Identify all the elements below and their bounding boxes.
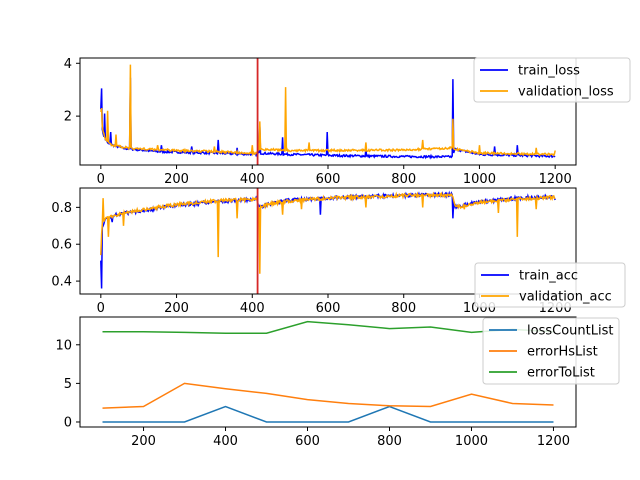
plot-area xyxy=(100,64,556,160)
x-tick-label: 400 xyxy=(240,172,265,187)
y-tick-label: 0 xyxy=(64,415,72,430)
legend-label: lossCountList xyxy=(527,324,613,339)
series-line-errorToList xyxy=(102,320,554,334)
legend-label: errorHsList xyxy=(527,345,598,360)
plot-area xyxy=(100,190,556,289)
panel-1: 0 200 400 600 800 1000 1200 2 4 xyxy=(64,57,577,187)
y-tick-label: 0.4 xyxy=(51,275,72,290)
legend-box xyxy=(474,262,626,308)
legend: lossCountList errorHsList errorToList xyxy=(482,317,620,385)
legend-box xyxy=(473,57,631,103)
x-tick-label: 800 xyxy=(391,172,416,187)
y-tick-label: 2 xyxy=(64,110,72,125)
x-tick-label: 0 xyxy=(97,301,105,316)
panel-3: 200 400 600 800 1000 1200 0 5 10 xyxy=(55,316,577,449)
series-line-lossCountList xyxy=(102,405,554,423)
x-tick-label: 0 xyxy=(97,172,105,187)
x-tick-label: 600 xyxy=(316,301,341,316)
x-tick-label: 200 xyxy=(164,172,189,187)
legend-box xyxy=(482,317,620,385)
x-tick-label: 1200 xyxy=(537,434,570,449)
y-tick-label: 5 xyxy=(64,377,72,392)
legend: train_acc validation_acc xyxy=(474,262,626,308)
x-tick-label: 400 xyxy=(213,434,238,449)
x-tick-label: 800 xyxy=(377,434,402,449)
series-line-validation_acc xyxy=(100,191,556,274)
y-tick-label: 10 xyxy=(55,338,72,353)
x-tick-label: 600 xyxy=(295,434,320,449)
legend-label: validation_acc xyxy=(519,290,612,305)
x-tick-label: 1200 xyxy=(539,172,572,187)
series-line-errorHsList xyxy=(102,382,554,409)
x-tick-label: 600 xyxy=(316,172,341,187)
x-tick-label: 400 xyxy=(240,301,265,316)
series-line-train_loss xyxy=(100,77,556,160)
x-tick-label: 800 xyxy=(391,301,416,316)
y-tick-label: 4 xyxy=(64,57,72,72)
series-line-validation_loss xyxy=(100,64,556,157)
x-tick-label: 200 xyxy=(164,301,189,316)
x-tick-label: 1000 xyxy=(455,434,488,449)
y-tick-label: 0.8 xyxy=(51,201,72,216)
plot-area xyxy=(102,320,554,423)
legend: train_loss validation_loss xyxy=(473,57,631,103)
y-tick-label: 0.6 xyxy=(51,238,72,253)
x-tick-label: 200 xyxy=(131,434,156,449)
legend-label: errorToList xyxy=(527,366,595,381)
legend-label: train_loss xyxy=(518,64,580,79)
legend-label: train_acc xyxy=(519,269,578,284)
x-tick-label: 1000 xyxy=(463,172,496,187)
legend-label: validation_loss xyxy=(518,85,614,100)
